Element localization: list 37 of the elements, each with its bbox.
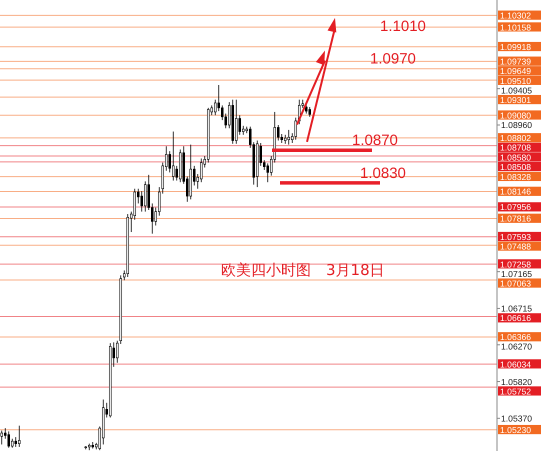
y-tick-label: 1.06715: [501, 304, 532, 314]
ref-line-label: 1.08508: [500, 162, 532, 172]
ref-line-label: 1.07816: [500, 214, 532, 224]
y-tick-label: 1.06270: [501, 342, 532, 352]
annotation: 1.0870: [352, 132, 398, 150]
ref-line-label: 1.08708: [500, 142, 532, 153]
ref-line-label: 1.08146: [500, 186, 532, 197]
ref-line-label: 1.06616: [500, 313, 532, 324]
ref-line-label: 1.09510: [500, 76, 532, 86]
ref-line-label: 1.07488: [500, 241, 532, 252]
annotation: 1.0830: [360, 164, 406, 182]
ref-line-label: 1.08580: [500, 152, 532, 162]
ref-line-label: 1.07258: [500, 259, 532, 270]
ref-line-label: 1.06366: [500, 332, 532, 342]
ref-line-label: 1.08802: [500, 133, 532, 144]
ref-line-label: 1.05752: [500, 386, 532, 396]
ref-line-label: 1.09080: [500, 110, 532, 120]
y-tick-label: 1.07165: [501, 268, 532, 279]
ref-line-label: 1.07956: [500, 202, 532, 212]
ref-line-label: 1.06034: [500, 359, 532, 370]
ref-line-label: 1.07593: [500, 232, 532, 242]
y-tick-label: 1.05370: [501, 414, 532, 424]
ref-line-label: 1.09301: [500, 94, 532, 105]
annotation: 1.1010: [380, 18, 426, 35]
y-tick-label: 1.09405: [501, 85, 532, 96]
annotation: 1.0970: [370, 50, 416, 68]
ref-line-label: 1.08328: [500, 172, 532, 182]
ref-line-label: 1.10158: [500, 22, 532, 32]
ref-line-label: 1.07063: [500, 278, 532, 288]
ref-line-label: 1.09739: [500, 56, 532, 67]
ref-line-label: 1.09649: [500, 66, 532, 76]
y-tick-label: 1.05820: [501, 376, 532, 387]
y-tick-label: 1.08960: [501, 120, 532, 130]
ref-line-label: 1.09918: [500, 42, 532, 52]
annotation: 欧美四小时图 3月18日: [221, 261, 385, 279]
ref-line-label: 1.05230: [500, 424, 532, 435]
ref-line-label: 1.10302: [500, 10, 532, 21]
